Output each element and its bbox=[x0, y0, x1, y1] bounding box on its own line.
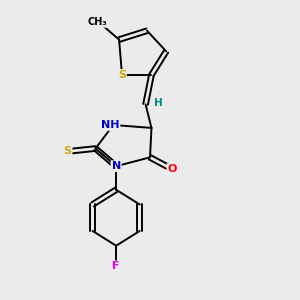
Text: H: H bbox=[154, 98, 163, 108]
Text: S: S bbox=[64, 146, 72, 157]
Text: NH: NH bbox=[101, 120, 119, 130]
Text: F: F bbox=[112, 261, 120, 271]
Text: S: S bbox=[118, 70, 126, 80]
Text: O: O bbox=[167, 164, 177, 174]
Text: N: N bbox=[112, 161, 121, 171]
Text: CH₃: CH₃ bbox=[87, 17, 107, 27]
